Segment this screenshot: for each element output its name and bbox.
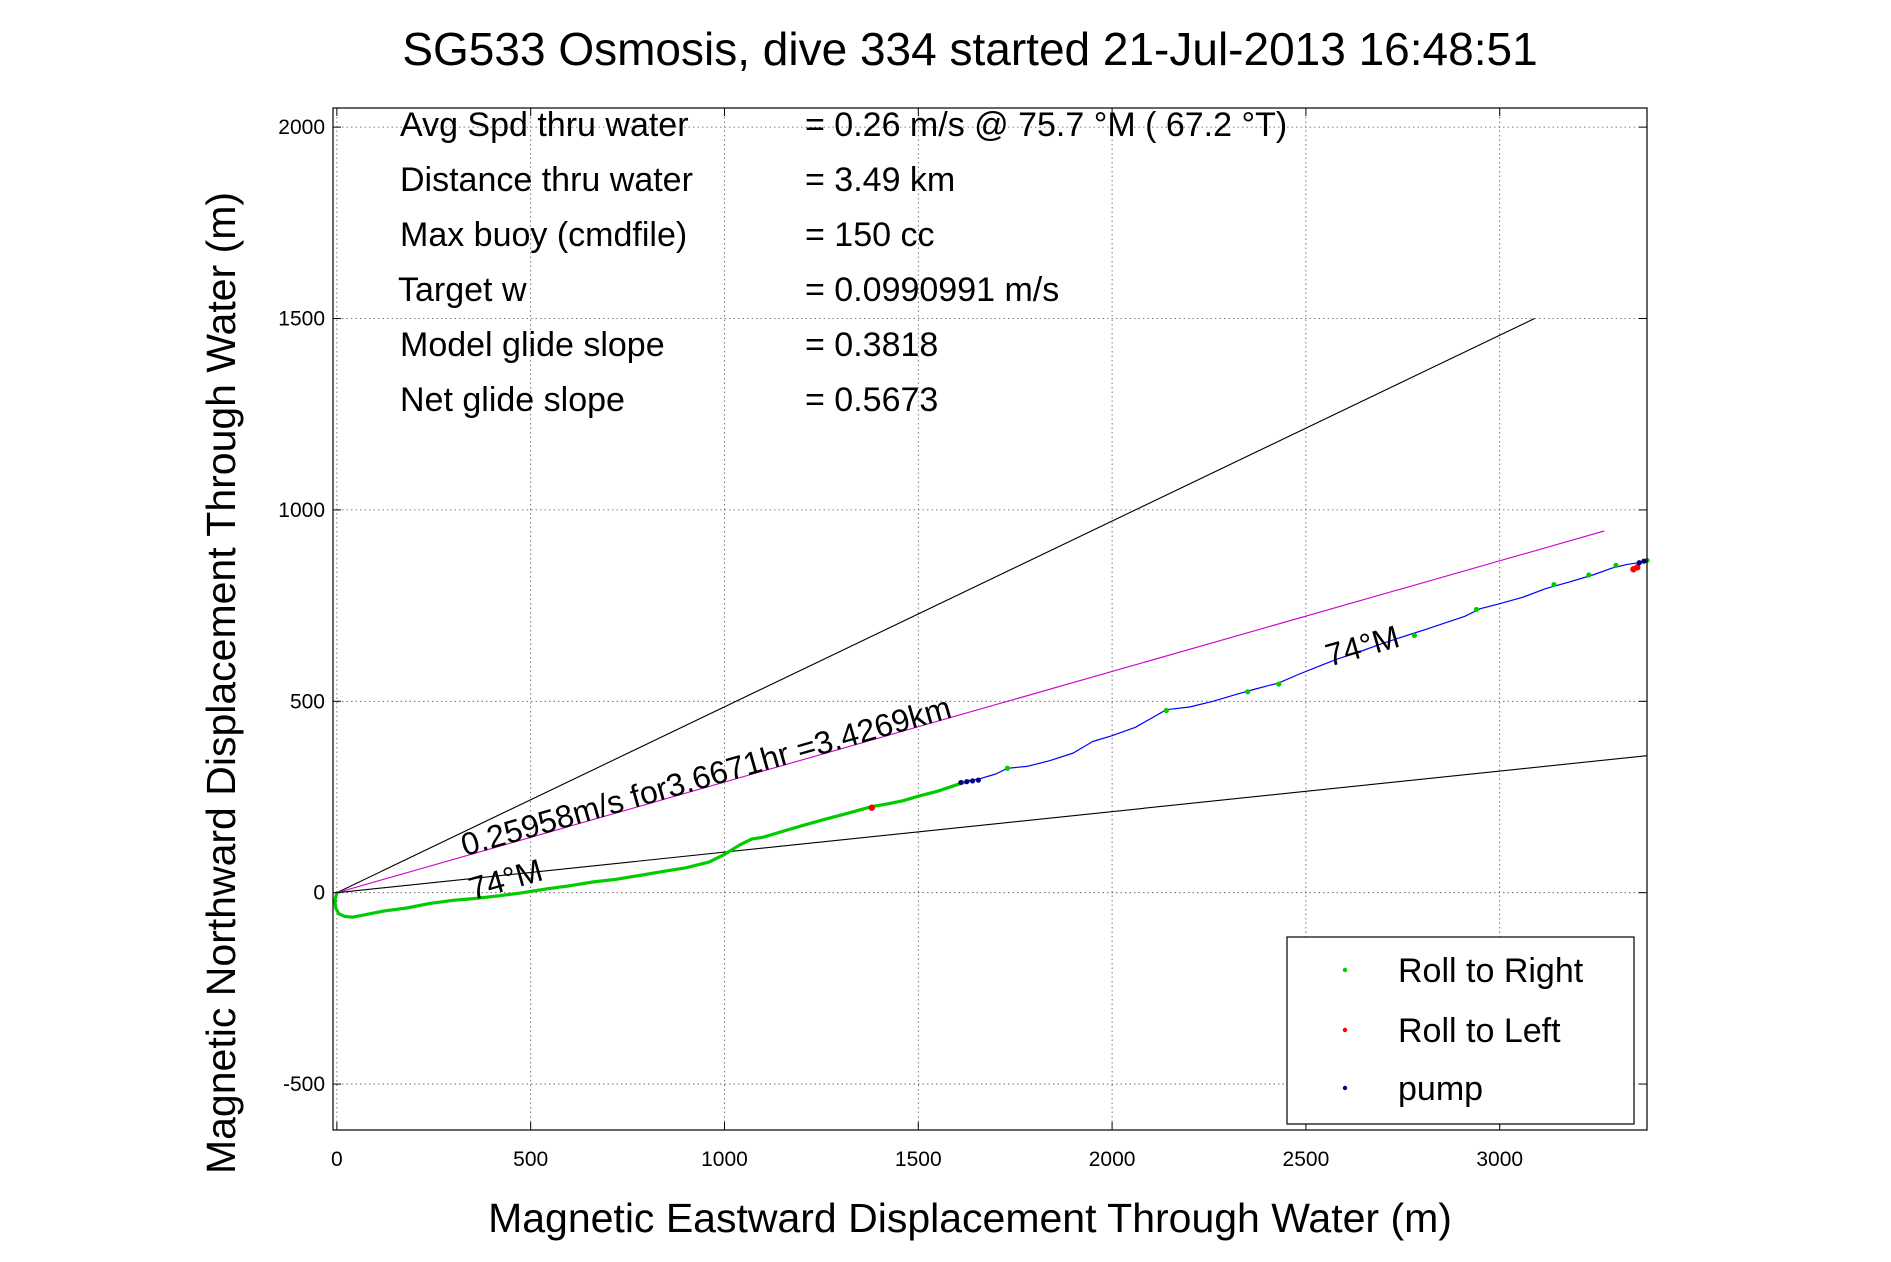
marker-pump bbox=[964, 779, 970, 785]
marker-pump bbox=[1641, 558, 1647, 564]
legend-marker-roll-right bbox=[1342, 967, 1348, 973]
marker-roll-left bbox=[868, 804, 875, 811]
marker-pump bbox=[1636, 560, 1642, 566]
marker-roll-right bbox=[1004, 765, 1011, 771]
reference-lines bbox=[336, 318, 1648, 894]
marker-roll-right bbox=[1411, 632, 1418, 639]
legend-marker-roll-left bbox=[1342, 1027, 1348, 1033]
y-axis-label: Magnetic Northward Displacement Through … bbox=[198, 192, 244, 1174]
info-label-avg-speed: Avg Spd thru water bbox=[400, 106, 689, 144]
marker-roll-right bbox=[1586, 572, 1592, 578]
y-tick-label: -500 bbox=[283, 1073, 325, 1096]
y-tick-label: 0 bbox=[313, 882, 325, 905]
legend-label-roll-left: Roll to Left bbox=[1398, 1012, 1561, 1050]
info-value-net-glide: = 0.5673 bbox=[805, 381, 938, 419]
plot-border bbox=[332, 107, 1648, 1131]
x-tick-label: 500 bbox=[513, 1148, 548, 1171]
x-tick-label: 3000 bbox=[1476, 1148, 1523, 1171]
info-value-target-w: = 0.0990991 m/s bbox=[805, 271, 1059, 309]
legend: Roll to Right Roll to Left pump bbox=[1286, 936, 1635, 1125]
marker-layer bbox=[868, 557, 1650, 811]
y-tick-label: 1500 bbox=[278, 308, 325, 331]
marker-pump bbox=[975, 777, 981, 783]
x-tick-label: 0 bbox=[331, 1148, 343, 1171]
info-label-net-glide: Net glide slope bbox=[400, 381, 625, 419]
x-tick-label: 1500 bbox=[895, 1148, 942, 1171]
info-block: Avg Spd thru water = 0.26 m/s @ 75.7 °M … bbox=[398, 106, 1287, 419]
x-tick-label: 2000 bbox=[1089, 1148, 1136, 1171]
marker-roll-right bbox=[1245, 689, 1251, 695]
marker-pump bbox=[969, 778, 976, 784]
marker-roll-right bbox=[1163, 707, 1169, 714]
marker-roll-right bbox=[1473, 606, 1480, 613]
axis-ticks: 0 500 1000 1500 2000 2500 3000 -500 0 500 1000 1500… bbox=[278, 108, 1647, 1171]
series-line-blue-track bbox=[968, 560, 1648, 782]
info-label-distance: Distance thru water bbox=[400, 161, 693, 199]
y-tick-label: 1000 bbox=[278, 499, 325, 522]
marker-roll-right bbox=[1276, 681, 1282, 687]
reference-line-1 bbox=[336, 755, 1648, 894]
info-value-max-buoy: = 150 cc bbox=[805, 216, 934, 254]
x-tick-label: 1000 bbox=[701, 1148, 748, 1171]
info-value-avg-speed: = 0.26 m/s @ 75.7 °M ( 67.2 °T) bbox=[805, 106, 1287, 144]
x-tick-label: 2500 bbox=[1283, 1148, 1330, 1171]
marker-pump bbox=[958, 779, 964, 786]
info-value-distance: = 3.49 km bbox=[805, 161, 955, 199]
marker-roll-right bbox=[1551, 581, 1557, 588]
legend-label-roll-right: Roll to Right bbox=[1398, 952, 1584, 990]
marker-roll-right bbox=[1613, 562, 1619, 569]
x-axis-label: Magnetic Eastward Displacement Through W… bbox=[488, 1195, 1452, 1241]
legend-label-pump: pump bbox=[1398, 1070, 1483, 1108]
info-label-model-glide: Model glide slope bbox=[400, 326, 665, 364]
info-label-target-w: Target w bbox=[398, 271, 527, 309]
marker-roll-left bbox=[1634, 564, 1641, 571]
info-value-model-glide: = 0.3818 bbox=[805, 326, 938, 364]
y-tick-label: 500 bbox=[290, 690, 325, 713]
info-label-max-buoy: Max buoy (cmdfile) bbox=[400, 216, 687, 254]
y-tick-label: 2000 bbox=[278, 116, 325, 139]
reference-line-2 bbox=[336, 530, 1605, 894]
reference-line-0 bbox=[336, 318, 1535, 894]
chart-title: SG533 Osmosis, dive 334 started 21-Jul-2… bbox=[402, 23, 1537, 75]
legend-marker-pump bbox=[1342, 1085, 1348, 1091]
